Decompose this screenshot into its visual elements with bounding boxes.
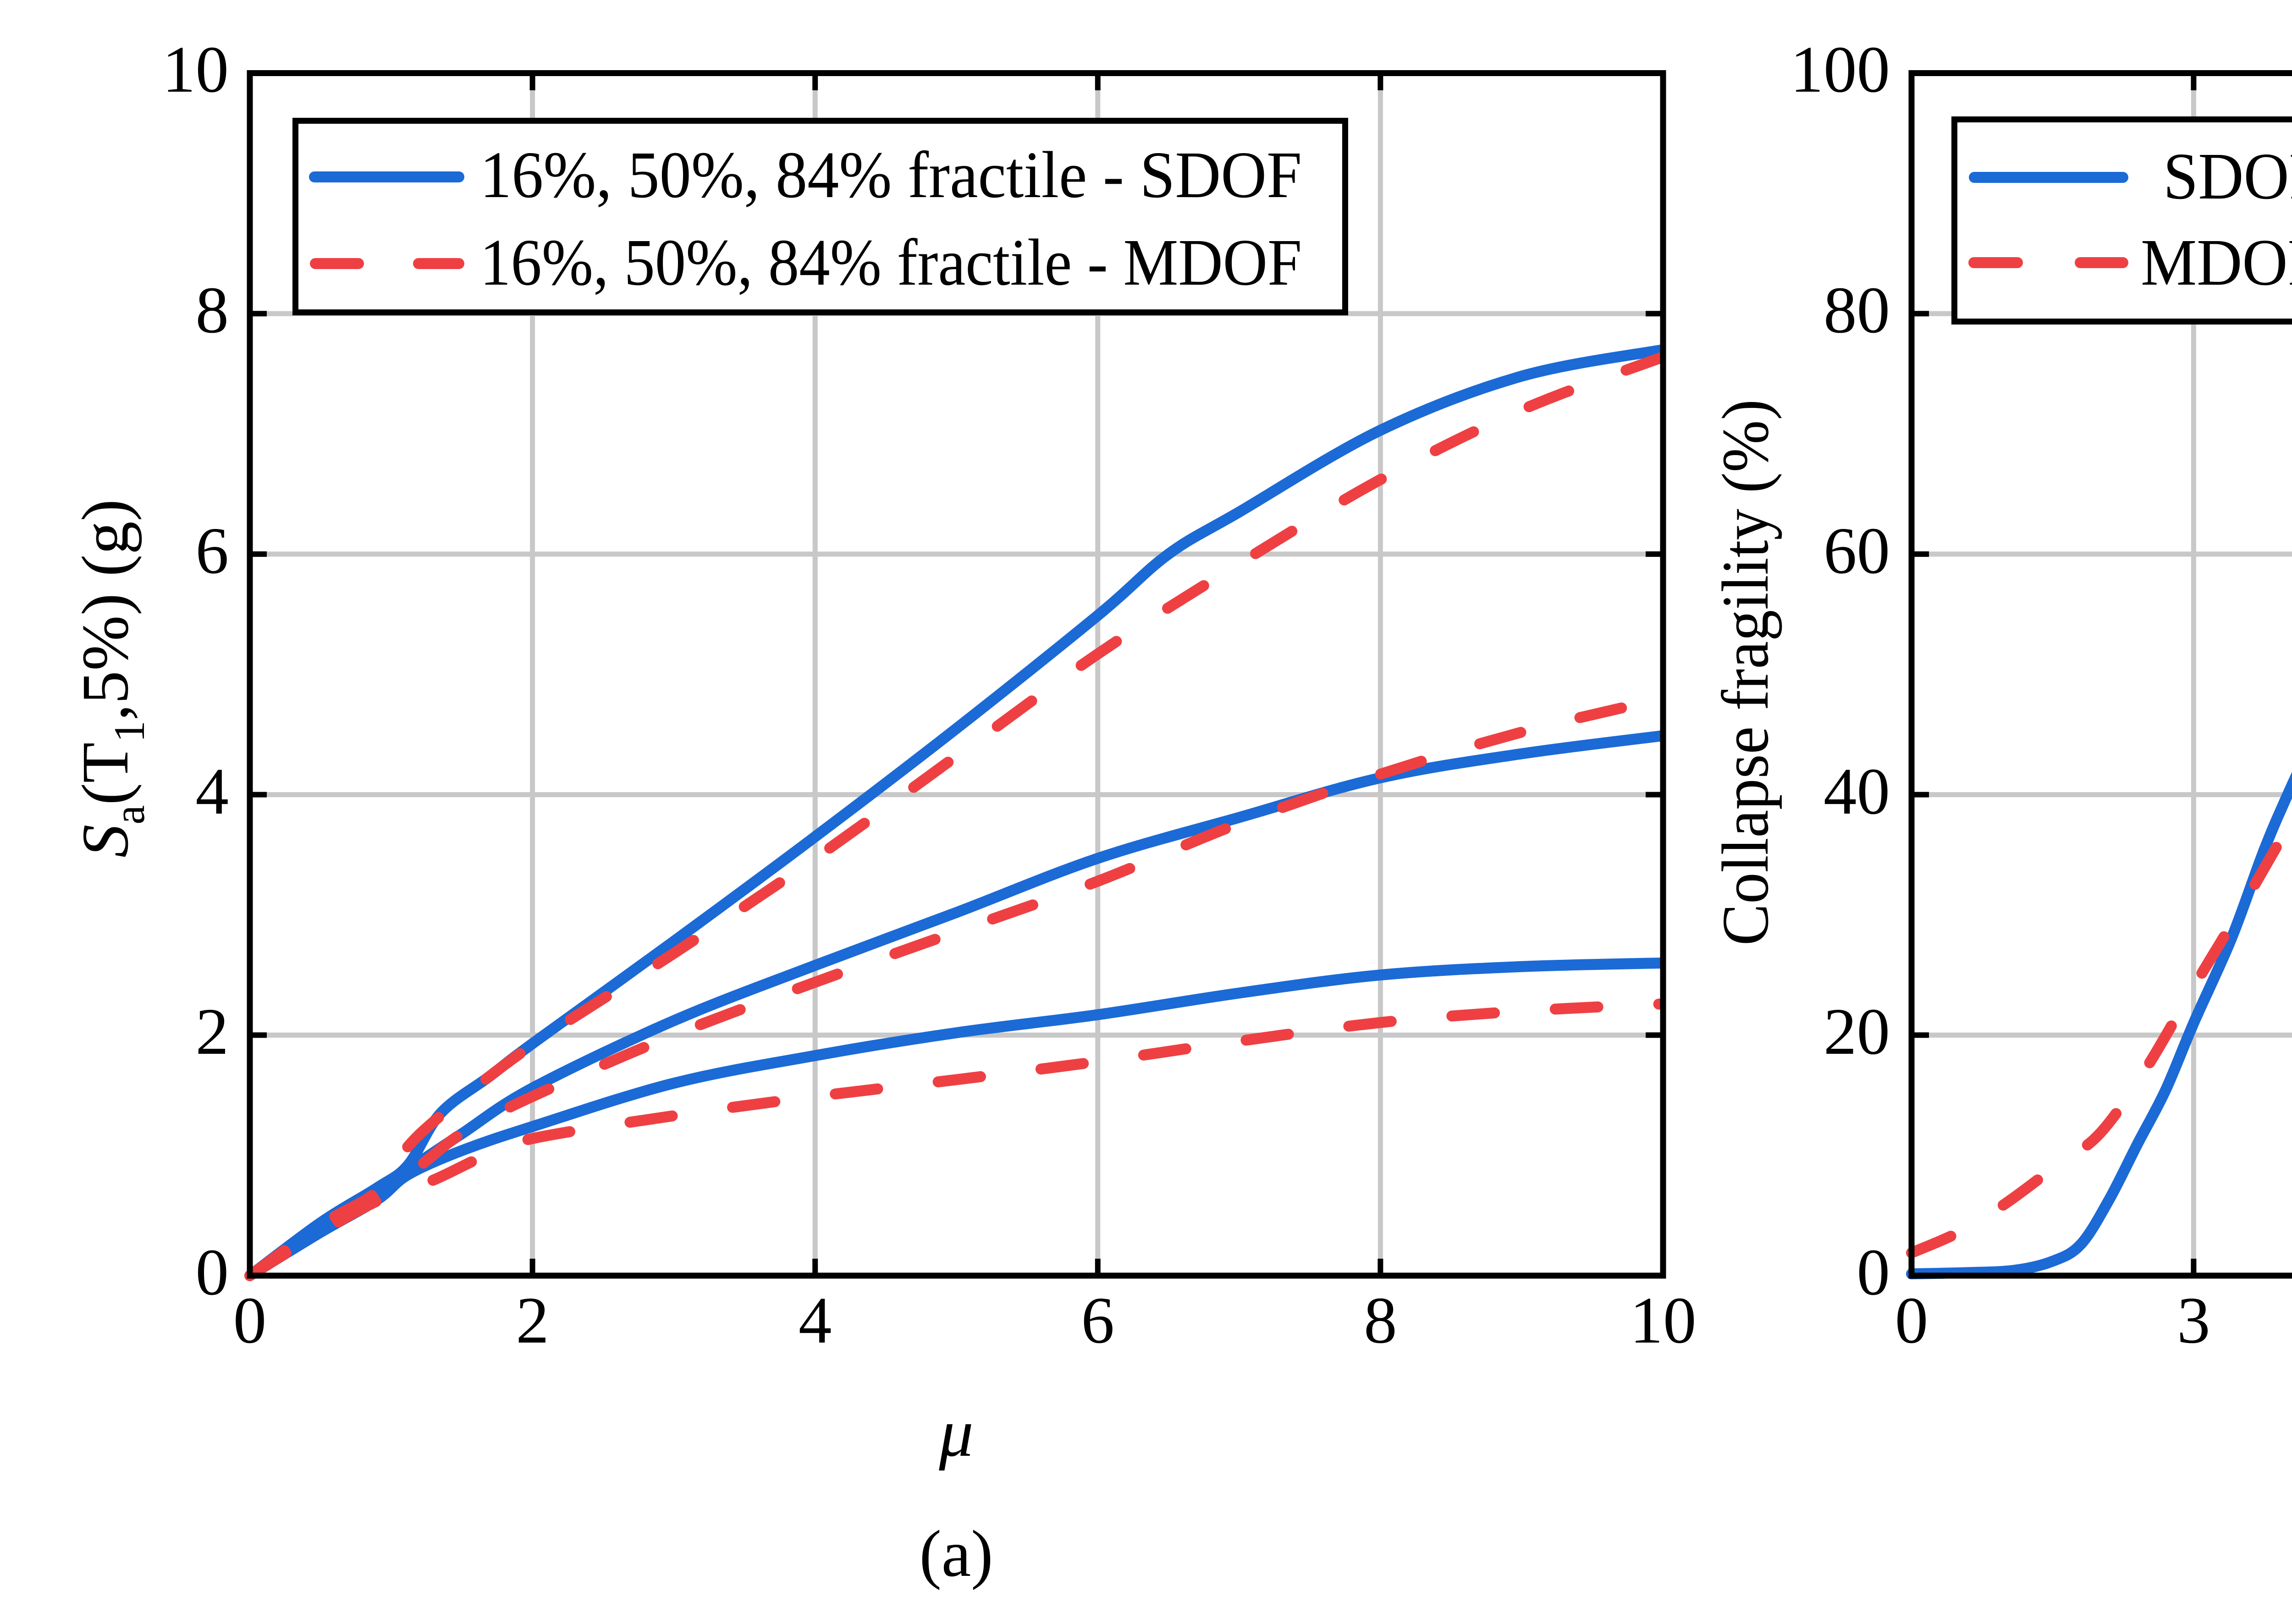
svg-text:3: 3 bbox=[2177, 1284, 2210, 1357]
svg-text:0: 0 bbox=[1857, 1236, 1890, 1309]
svg-text:(a): (a) bbox=[920, 1517, 993, 1591]
svg-text:SDOF: SDOF bbox=[2163, 140, 2292, 213]
svg-text:μ: μ bbox=[938, 1395, 973, 1471]
svg-text:0: 0 bbox=[233, 1284, 267, 1357]
svg-text:40: 40 bbox=[1824, 755, 1890, 828]
svg-text:2: 2 bbox=[196, 995, 229, 1068]
svg-text:4: 4 bbox=[799, 1284, 832, 1357]
svg-text:80: 80 bbox=[1824, 274, 1890, 347]
svg-text:Collapse fragility (%): Collapse fragility (%) bbox=[1709, 399, 1782, 946]
svg-text:8: 8 bbox=[1364, 1284, 1397, 1357]
svg-text:6: 6 bbox=[1081, 1284, 1115, 1357]
svg-text:0: 0 bbox=[196, 1236, 229, 1309]
svg-text:60: 60 bbox=[1824, 514, 1890, 588]
svg-text:0: 0 bbox=[1895, 1284, 1928, 1357]
svg-text:8: 8 bbox=[196, 274, 229, 347]
svg-text:100: 100 bbox=[1791, 33, 1890, 106]
svg-text:10: 10 bbox=[162, 33, 229, 106]
svg-text:Sa(T1,5%) (g): Sa(T1,5%) (g) bbox=[69, 499, 154, 858]
svg-text:2: 2 bbox=[516, 1284, 549, 1357]
svg-text:6: 6 bbox=[196, 514, 229, 588]
svg-text:16%, 50%, 84% fractile - MDOF: 16%, 50%, 84% fractile - MDOF bbox=[480, 226, 1302, 299]
svg-text:20: 20 bbox=[1824, 995, 1890, 1068]
svg-text:MDOF: MDOF bbox=[2141, 226, 2292, 299]
svg-text:16%, 50%, 84% fractile - SDOF: 16%, 50%, 84% fractile - SDOF bbox=[480, 138, 1302, 212]
svg-text:4: 4 bbox=[196, 755, 229, 828]
svg-text:10: 10 bbox=[1630, 1284, 1697, 1357]
